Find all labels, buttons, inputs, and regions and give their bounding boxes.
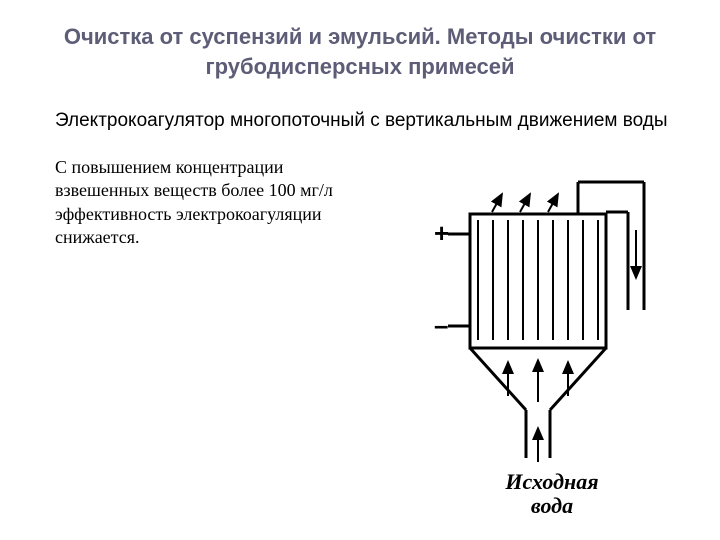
electrocoagulator-diagram: +– Исходная вода <box>422 170 682 520</box>
svg-text:+: + <box>434 218 449 248</box>
page-title: Очистка от суспензий и эмульсий. Методы … <box>0 0 720 81</box>
caption-line2: вода <box>531 493 573 518</box>
body-paragraph: С повышением концентрации взвешенных вещ… <box>0 134 340 250</box>
page-subtitle: Электрокоагулятор многопоточный с вертик… <box>0 81 720 134</box>
svg-text:–: – <box>434 310 448 340</box>
diagram-caption: Исходная вода <box>422 470 682 518</box>
caption-line1: Исходная <box>505 469 598 494</box>
diagram-svg: +– <box>422 170 682 520</box>
